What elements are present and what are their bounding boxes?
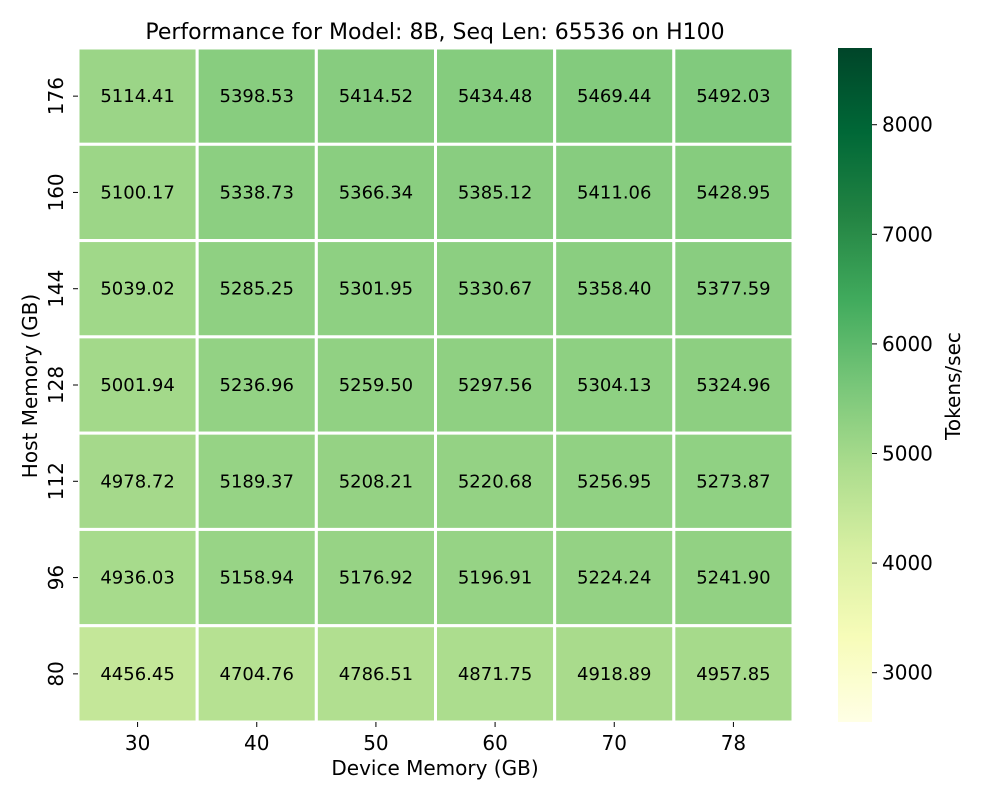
cell-value-label: 5492.03 <box>696 86 770 107</box>
cell-value-label: 5158.94 <box>220 568 294 589</box>
cell-value-label: 4978.72 <box>100 471 174 492</box>
cell-value-label: 5301.95 <box>339 279 413 300</box>
heatmap-cell <box>553 335 676 435</box>
heatmap-cells: 5114.41 5398.53 5414.52 5434.48 5469.44 5492.… <box>76 46 795 724</box>
heatmap-cell <box>434 239 557 339</box>
heatmap-cell <box>76 624 199 724</box>
cell-value-label: 5297.56 <box>458 375 532 396</box>
cell-value-label: 5469.44 <box>577 86 651 107</box>
y-tick-label: 112 <box>44 462 68 500</box>
cell-value-label: 4871.75 <box>458 664 532 685</box>
cell-value-label: 5434.48 <box>458 86 532 107</box>
colorbar-tick-label: 4000 <box>882 551 933 575</box>
heatmap-cell <box>195 335 318 435</box>
cell-value-label: 4704.76 <box>220 664 294 685</box>
cell-value-label: 5189.37 <box>220 471 294 492</box>
x-tick-label: 30 <box>125 731 150 755</box>
cell-value-label: 5208.21 <box>339 471 413 492</box>
heatmap-cell <box>195 142 318 243</box>
cell-value-label: 5385.12 <box>458 182 532 203</box>
cell-value-label: 5398.53 <box>220 86 294 107</box>
heatmap-cell <box>672 239 795 339</box>
heatmap-cell <box>195 46 318 146</box>
heatmap-cell <box>672 431 795 531</box>
y-tick-label: 128 <box>44 366 68 404</box>
cell-value-label: 5428.95 <box>696 182 770 203</box>
x-tick-label: 40 <box>244 731 269 755</box>
heatmap-cell <box>76 335 199 435</box>
cell-value-label: 5256.95 <box>577 471 651 492</box>
heatmap-cell <box>195 239 318 339</box>
x-tick-label: 60 <box>482 731 507 755</box>
cell-value-label: 5001.94 <box>100 375 174 396</box>
cell-value-label: 5259.50 <box>339 375 413 396</box>
colorbar-ticks: 3000 4000 5000 6000 7000 8000 <box>872 113 933 685</box>
heatmap-cell <box>76 527 199 628</box>
x-axis-ticks: 30 40 50 60 70 78 <box>125 722 746 755</box>
heatmap-cell <box>314 431 438 531</box>
colorbar-tick-label: 6000 <box>882 332 933 356</box>
colorbar-tick-label: 3000 <box>882 661 933 685</box>
heatmap-cell <box>553 431 676 531</box>
cell-value-label: 5100.17 <box>100 182 174 203</box>
y-axis-label: Host Memory (GB) <box>18 294 42 478</box>
cell-value-label: 4456.45 <box>100 664 174 685</box>
cell-value-label: 5285.25 <box>220 279 294 300</box>
x-axis-label: Device Memory (GB) <box>331 756 538 780</box>
heatmap-cell <box>553 239 676 339</box>
heatmap-cell <box>672 335 795 435</box>
cell-value-label: 5220.68 <box>458 471 532 492</box>
y-tick-label: 96 <box>44 565 68 590</box>
cell-value-label: 5377.59 <box>696 279 770 300</box>
heatmap-cell <box>672 527 795 628</box>
colorbar <box>838 48 872 722</box>
cell-value-label: 5330.67 <box>458 279 532 300</box>
y-tick-label: 176 <box>44 77 68 115</box>
cell-value-label: 5366.34 <box>339 182 413 203</box>
cell-value-label: 5196.91 <box>458 568 532 589</box>
cell-value-label: 5414.52 <box>339 86 413 107</box>
heatmap-cell <box>672 46 795 146</box>
heatmap-cell <box>672 624 795 724</box>
cell-value-label: 4918.89 <box>577 664 651 685</box>
cell-value-label: 5114.41 <box>100 86 174 107</box>
y-tick-label: 160 <box>44 173 68 211</box>
x-tick-label: 70 <box>602 731 627 755</box>
cell-value-label: 5273.87 <box>696 471 770 492</box>
colorbar-tick-label: 8000 <box>882 113 933 137</box>
heatmap-cell <box>672 142 795 243</box>
cell-value-label: 5304.13 <box>577 375 651 396</box>
cell-value-label: 5176.92 <box>339 568 413 589</box>
colorbar-tick-label: 7000 <box>882 222 933 246</box>
x-tick-label: 78 <box>721 731 746 755</box>
heatmap-cell <box>314 335 438 435</box>
cell-value-label: 5241.90 <box>696 568 770 589</box>
cell-value-label: 5324.96 <box>696 375 770 396</box>
y-tick-label: 80 <box>44 661 68 686</box>
colorbar-tick-label: 5000 <box>882 441 933 465</box>
heatmap-cell <box>434 431 557 531</box>
y-tick-label: 144 <box>44 270 68 308</box>
cell-value-label: 4936.03 <box>100 568 174 589</box>
colorbar-label: Tokens/sec <box>941 332 965 441</box>
cell-value-label: 5224.24 <box>577 568 651 589</box>
cell-value-label: 5338.73 <box>220 182 294 203</box>
heatmap-cell <box>434 142 557 243</box>
cell-value-label: 4786.51 <box>339 664 413 685</box>
chart-title: Performance for Model: 8B, Seq Len: 6553… <box>145 20 724 45</box>
cell-value-label: 5358.40 <box>577 279 651 300</box>
cell-value-label: 5236.96 <box>220 375 294 396</box>
cell-value-label: 5411.06 <box>577 182 651 203</box>
heatmap-cell <box>434 335 557 435</box>
y-axis-ticks: 176 160 144 128 112 96 80 <box>44 77 78 687</box>
cell-value-label: 4957.85 <box>696 664 770 685</box>
x-tick-label: 50 <box>363 731 388 755</box>
cell-value-label: 5039.02 <box>100 279 174 300</box>
